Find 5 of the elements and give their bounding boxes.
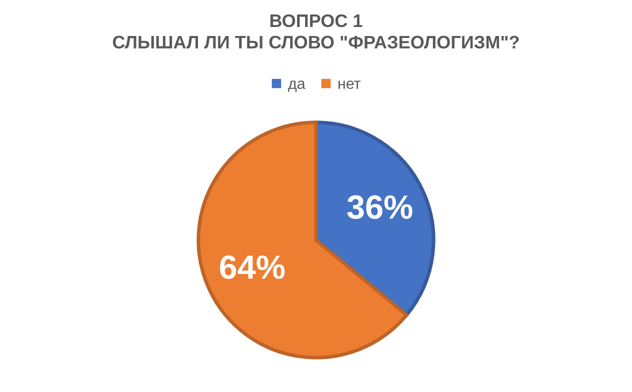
data-label: 64% [220,255,285,279]
data-label: 36% [347,195,412,219]
legend-label: да [288,80,306,92]
chart-title: ВОПРОС 1 СЛЫШАЛ ЛИ ТЫ СЛОВО "ФРАЗЕОЛОГИЗМ"? [112,14,519,49]
legend-label: нет [338,80,361,89]
